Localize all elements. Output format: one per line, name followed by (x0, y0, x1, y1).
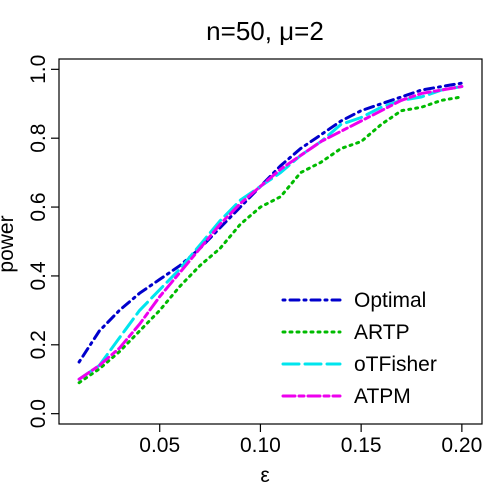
x-axis-label: ε (260, 464, 269, 487)
legend-label: ARTP (354, 321, 410, 344)
y-tick-label: 0.8 (27, 124, 50, 153)
y-axis-label: power (0, 215, 18, 272)
x-tick-label: 0.20 (441, 434, 482, 457)
series-line-artp (77, 95, 464, 385)
y-tick-label: 0.0 (27, 399, 50, 428)
x-tick-label: 0.15 (341, 434, 382, 457)
y-axis: 0.0 0.2 0.4 0.6 0.8 1.0 (27, 55, 59, 428)
y-tick-label: 0.6 (27, 192, 50, 221)
x-tick-label: 0.05 (139, 434, 180, 457)
y-tick-label: 0.2 (27, 330, 50, 359)
series-line-atpm (77, 85, 464, 381)
x-axis: 0.05 0.10 0.15 0.20 (139, 424, 482, 457)
legend: Optimal ARTP oTFisher ATPM (281, 289, 437, 408)
legend-item-otfisher: oTFisher (281, 353, 437, 376)
series-layer (77, 81, 464, 385)
y-tick-label: 0.4 (27, 261, 50, 291)
legend-item-atpm: ATPM (281, 385, 411, 408)
legend-item-artp: ARTP (281, 321, 410, 344)
y-tick-label: 1.0 (27, 55, 50, 84)
chart-title: n=50, μ=2 (206, 16, 324, 46)
legend-label: oTFisher (354, 353, 437, 376)
legend-label: Optimal (354, 289, 426, 312)
x-tick-label: 0.10 (240, 434, 281, 457)
legend-item-optimal: Optimal (281, 289, 426, 312)
legend-label: ATPM (354, 385, 411, 408)
plot-frame (58, 58, 483, 425)
